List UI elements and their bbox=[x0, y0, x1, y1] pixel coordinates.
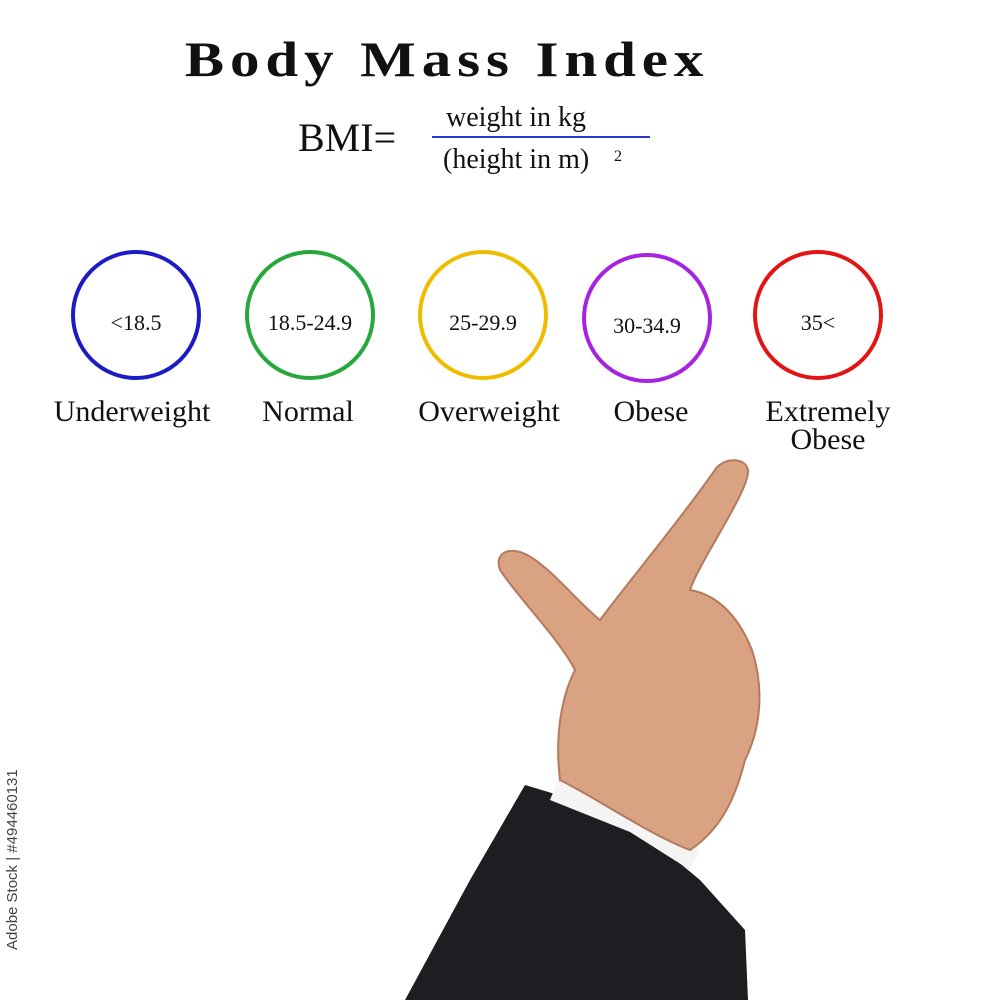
formula-exponent: 2 bbox=[614, 148, 622, 165]
range-circle bbox=[245, 250, 375, 380]
watermark: Adobe Stock | #494460131 bbox=[4, 769, 21, 950]
range-circle bbox=[418, 250, 548, 380]
range-value: <18.5 bbox=[110, 310, 162, 335]
category-label: Overweight bbox=[418, 395, 560, 428]
category-label: Extremely Obese bbox=[765, 395, 891, 456]
title: Body Mass Index bbox=[184, 31, 710, 87]
range-value: 25-29.9 bbox=[449, 310, 517, 335]
category-label: Normal bbox=[262, 395, 354, 428]
category-label: Underweight bbox=[53, 395, 211, 428]
sleeve bbox=[405, 785, 748, 1000]
range-value: 18.5-24.9 bbox=[267, 310, 353, 335]
formula-numerator: weight in kg bbox=[446, 102, 586, 133]
range-circle bbox=[753, 250, 883, 380]
category-label: Obese bbox=[613, 395, 689, 428]
cuff bbox=[550, 775, 700, 870]
range-value: 35< bbox=[800, 310, 836, 335]
formula-denominator: (height in m) bbox=[443, 144, 590, 175]
hand bbox=[497, 459, 761, 852]
range-circle bbox=[71, 250, 201, 380]
range-circle bbox=[582, 253, 712, 383]
formula-lhs: BMI= bbox=[298, 115, 397, 160]
range-value: 30-34.9 bbox=[613, 313, 681, 338]
